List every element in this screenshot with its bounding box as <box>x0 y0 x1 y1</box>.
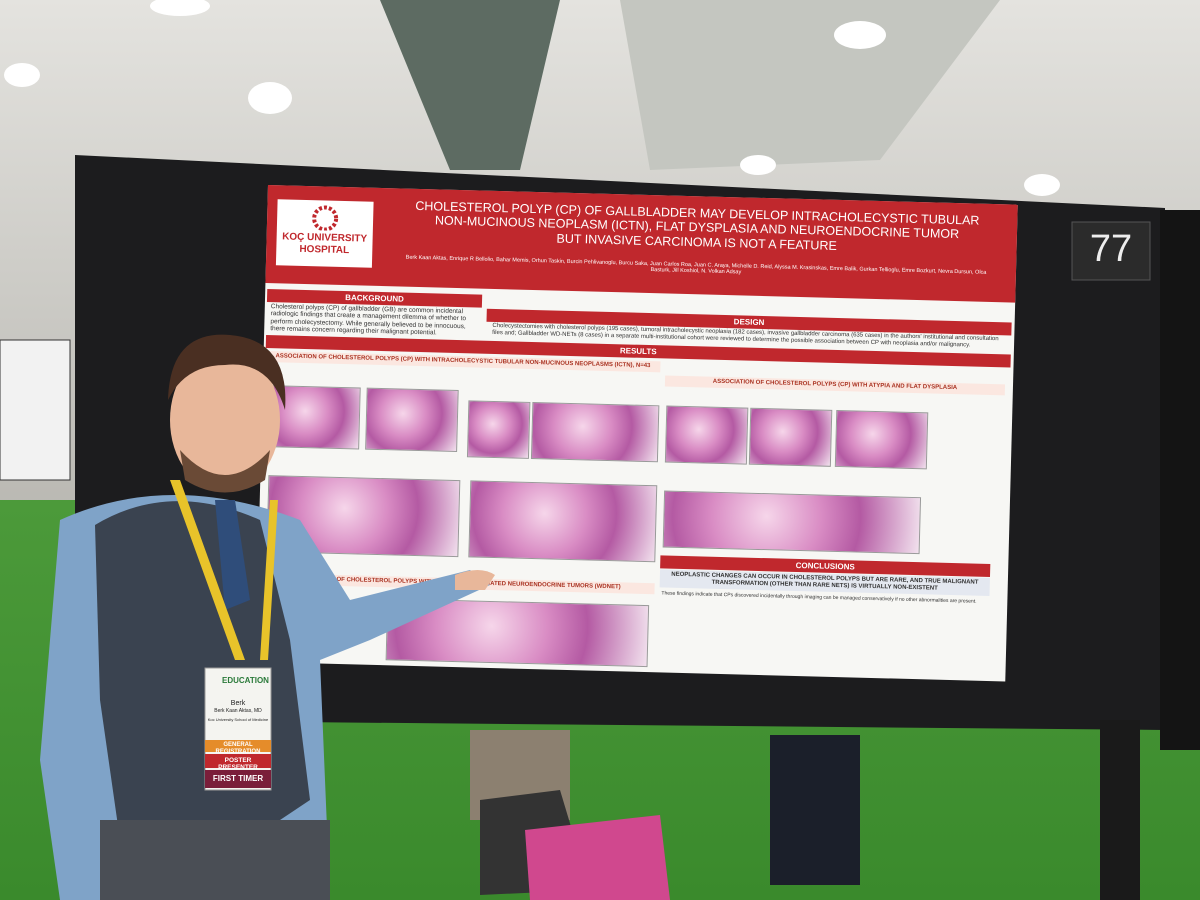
bystander-legs <box>770 735 860 885</box>
logo-mark <box>312 205 339 232</box>
pink-bag <box>525 815 670 900</box>
badge-full-name: Berk Kaan Aktas, MD <box>214 708 262 714</box>
next-board <box>1160 210 1200 750</box>
badge-event: EDUCATION <box>222 676 269 685</box>
ceiling-light <box>248 82 292 114</box>
ceiling-light <box>4 63 40 87</box>
badge-band <box>205 740 271 752</box>
poster: KOÇ UNIVERSITY HOSPITAL CHOLESTEROL POLY… <box>255 185 1018 682</box>
ceiling-light <box>740 155 776 175</box>
trousers <box>100 820 330 900</box>
badge-school: Koc University School of Medicine <box>207 717 269 722</box>
badge-band <box>205 770 271 788</box>
ceiling-light <box>150 0 210 16</box>
board-number: 77 <box>1089 228 1133 270</box>
badge-registration: GENERAL REGISTRATION <box>215 742 261 755</box>
badge-band <box>205 754 271 768</box>
lanyard <box>170 480 278 660</box>
beard <box>180 450 270 493</box>
ceiling-light <box>834 21 886 49</box>
ceiling-duct <box>380 0 560 170</box>
board-number-box <box>1071 221 1151 281</box>
ceiling-light <box>1024 174 1060 196</box>
badge-first-timer: FIRST TIMER <box>212 774 264 783</box>
board-leg <box>1100 720 1140 900</box>
side-poster <box>0 339 71 481</box>
hand <box>455 570 495 590</box>
face <box>170 348 280 492</box>
badge-role: POSTER PRESENTER <box>218 757 258 772</box>
tie <box>215 500 250 610</box>
ceiling-panel <box>620 0 1000 170</box>
hair <box>168 334 286 410</box>
badge-first-name: Berk <box>230 700 246 707</box>
name-badge <box>204 667 272 791</box>
logo-box: KOÇ UNIVERSITY HOSPITAL <box>275 199 374 268</box>
